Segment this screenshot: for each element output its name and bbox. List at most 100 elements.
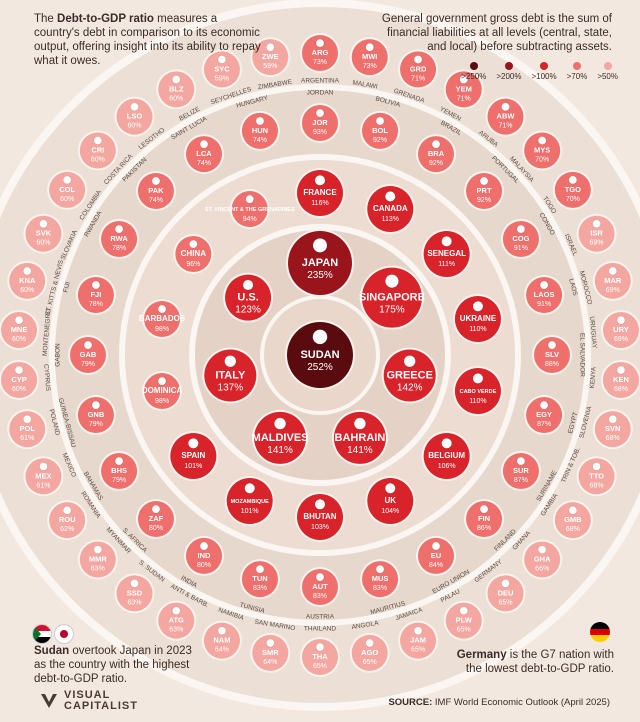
bubble-value: 83% bbox=[313, 593, 327, 600]
bubble-mark bbox=[423, 230, 470, 277]
bubble-value: 65% bbox=[363, 659, 377, 666]
bubble-mark bbox=[578, 215, 615, 252]
bubble-mark bbox=[79, 132, 116, 169]
country-bubble: ZWE 59% bbox=[250, 37, 291, 78]
flag-icon bbox=[224, 355, 237, 368]
legend-swatch bbox=[540, 62, 549, 70]
flag-icon bbox=[479, 504, 489, 514]
flag-icon bbox=[157, 304, 167, 314]
flag-icon bbox=[501, 579, 510, 588]
flag-icon bbox=[265, 42, 275, 52]
country-bubble: TGO 70% bbox=[552, 169, 593, 210]
bubble-mark bbox=[252, 39, 289, 76]
flag-icon bbox=[384, 191, 396, 202]
country-bubble: BHS 79% bbox=[99, 451, 140, 491]
bubble-value: 137% bbox=[218, 382, 244, 393]
bubble-code: LAOS bbox=[534, 290, 555, 299]
bubble-value: 65% bbox=[457, 627, 471, 634]
bubble-mark bbox=[466, 501, 503, 538]
bubble-code: FJI bbox=[90, 290, 101, 299]
bubble-value: 70% bbox=[535, 156, 549, 163]
bubble-mark bbox=[226, 477, 273, 524]
country-bubble: PAK 74% bbox=[135, 170, 176, 211]
bubble-value: 60% bbox=[20, 287, 34, 294]
flag-icon bbox=[157, 376, 167, 386]
flag-icon bbox=[608, 414, 618, 424]
bubble-value: 83% bbox=[253, 585, 267, 592]
bubble-value: 96% bbox=[186, 261, 200, 268]
country-bubble: SSD 63% bbox=[114, 573, 155, 614]
country-bubble: SUR 87% bbox=[500, 451, 541, 491]
flag-icon bbox=[353, 417, 366, 430]
flag-icon bbox=[479, 176, 489, 186]
bubble-code: GREECE bbox=[386, 369, 432, 381]
country-bubbles: SUDAN252%JAPAN235%SINGAPORE175%GREECE142… bbox=[0, 33, 640, 677]
bubble-value: 60% bbox=[60, 196, 74, 203]
bubble-mark bbox=[77, 397, 114, 434]
bubble-mark bbox=[225, 274, 272, 321]
bubble-mark bbox=[362, 112, 399, 149]
bubble-value: 63% bbox=[169, 627, 183, 634]
country-bubble: THA 65% bbox=[300, 637, 340, 677]
country-label: ANGOLA bbox=[351, 620, 380, 631]
legend-label: >50% bbox=[597, 72, 618, 81]
flag-icon bbox=[539, 280, 549, 290]
flag-icon bbox=[537, 136, 547, 145]
flag-icon bbox=[315, 108, 325, 118]
country-bubble: AUT 83% bbox=[300, 567, 340, 607]
bubble-code: ISR bbox=[590, 229, 603, 238]
bubble-value: 60% bbox=[36, 240, 50, 247]
flag-icon bbox=[403, 355, 416, 368]
flag-icon bbox=[413, 55, 423, 64]
bubble-value: 74% bbox=[149, 197, 163, 204]
bubble-mark bbox=[302, 105, 338, 141]
flag-icon bbox=[244, 482, 256, 494]
flag-icon bbox=[441, 235, 453, 247]
flag-icon bbox=[375, 564, 385, 574]
bubble-code: BARBADOS bbox=[139, 314, 186, 323]
bubble-value: 69% bbox=[606, 287, 620, 294]
bubble-code: TGO bbox=[565, 185, 581, 194]
bubble-value: 60% bbox=[12, 336, 26, 343]
bubble-code: ST. VINCENT & THE GRENADINES bbox=[205, 207, 295, 213]
country-bubble: SENEGAL 111% bbox=[421, 228, 472, 279]
bubble-code: PRT bbox=[477, 186, 492, 195]
bubble-mark bbox=[445, 602, 482, 639]
bubble-value: 60% bbox=[127, 123, 141, 130]
bubble-code: SYC bbox=[214, 64, 230, 73]
bubble-mark bbox=[203, 51, 240, 88]
country-bubble: JAM 65% bbox=[398, 620, 439, 661]
bubble-mark bbox=[418, 537, 454, 574]
bubble-code: BOL bbox=[372, 126, 388, 135]
bubble-value: 69% bbox=[614, 336, 628, 343]
bubble-code: BHUTAN bbox=[303, 512, 336, 521]
country-bubble: LAOS 91% bbox=[524, 274, 565, 315]
bubble-mark bbox=[288, 231, 352, 295]
country-bubble: GHA 66% bbox=[522, 539, 563, 580]
country-bubble: ZAF 80% bbox=[135, 499, 176, 540]
bubble-mark bbox=[1, 361, 38, 398]
bubble-mark bbox=[302, 35, 338, 71]
country-label: CYPRUS bbox=[42, 364, 51, 392]
country-label: GABON bbox=[55, 343, 62, 367]
country-bubble: FIN 86% bbox=[464, 499, 505, 540]
bubble-mark bbox=[144, 300, 181, 337]
bubble-mark bbox=[554, 171, 591, 208]
flag-icon bbox=[130, 579, 139, 588]
legend-item: >50% bbox=[597, 62, 618, 81]
bubble-value: 92% bbox=[429, 160, 443, 167]
bubble-code: THA bbox=[312, 652, 328, 661]
bubble-value: 110% bbox=[469, 326, 486, 333]
bubble-mark bbox=[297, 170, 343, 216]
bubble-value: 111% bbox=[438, 261, 455, 268]
flag-icon bbox=[62, 505, 72, 515]
flag-icon bbox=[592, 219, 601, 229]
bubble-value: 64% bbox=[215, 647, 229, 654]
bubble-value: 116% bbox=[311, 200, 328, 207]
country-bubble: RWA 78% bbox=[99, 219, 140, 259]
country-bubble: JOR 93% bbox=[300, 103, 340, 143]
bubble-mark bbox=[158, 602, 195, 639]
bubble-value: 62% bbox=[60, 526, 74, 533]
country-bubble: MEX 61% bbox=[23, 456, 64, 497]
